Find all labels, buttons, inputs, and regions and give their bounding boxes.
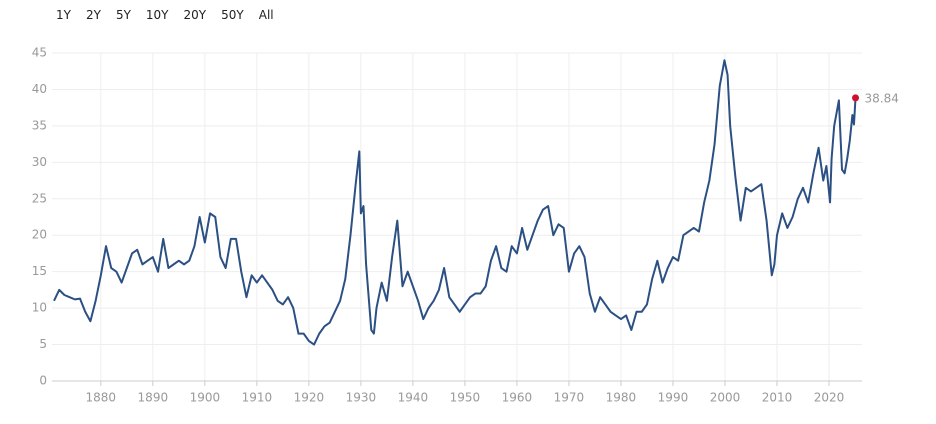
x-tick-label: 1890 — [138, 391, 169, 405]
x-tick-label: 2010 — [762, 391, 793, 405]
y-tick-label: 25 — [32, 191, 47, 205]
last-point — [852, 94, 860, 102]
y-tick-label: 5 — [39, 337, 47, 351]
x-tick-label: 1990 — [658, 391, 689, 405]
x-tick-label: 1930 — [346, 391, 377, 405]
range-button[interactable]: 5Y — [115, 8, 131, 22]
range-button[interactable]: 1Y — [56, 8, 71, 22]
range-button[interactable]: 10Y — [145, 8, 169, 22]
x-tick-label: 1970 — [554, 391, 585, 405]
x-tick-label: 1960 — [502, 391, 533, 405]
x-tick-label: 1880 — [86, 391, 117, 405]
y-tick-label: 45 — [32, 46, 47, 60]
y-tick-label: 40 — [32, 82, 47, 96]
y-tick-label: 20 — [32, 228, 47, 242]
y-tick-label: 15 — [32, 264, 47, 278]
y-tick-label: 0 — [39, 374, 47, 388]
x-tick-label: 2020 — [814, 391, 845, 405]
y-tick-label: 30 — [32, 155, 47, 169]
x-tick-label: 1980 — [606, 391, 637, 405]
x-tick-label: 1950 — [450, 391, 481, 405]
x-tick-label: 1920 — [294, 391, 325, 405]
y-tick-label: 10 — [32, 301, 47, 315]
x-tick-label: 1940 — [398, 391, 429, 405]
range-button[interactable]: All — [258, 8, 274, 22]
x-tick-label: 1900 — [190, 391, 221, 405]
data-line — [53, 59, 857, 346]
range-button[interactable]: 20Y — [183, 8, 207, 22]
last-value-label: 38.84 — [865, 91, 899, 105]
range-button[interactable]: 2Y — [85, 8, 101, 22]
x-tick-label: 1910 — [242, 391, 273, 405]
x-tick-label: 2000 — [710, 391, 741, 405]
range-selector: 1Y 2Y 5Y 10Y 20Y 50Y All — [50, 6, 283, 24]
range-button[interactable]: 50Y — [221, 8, 244, 22]
y-tick-label: 35 — [32, 118, 47, 132]
